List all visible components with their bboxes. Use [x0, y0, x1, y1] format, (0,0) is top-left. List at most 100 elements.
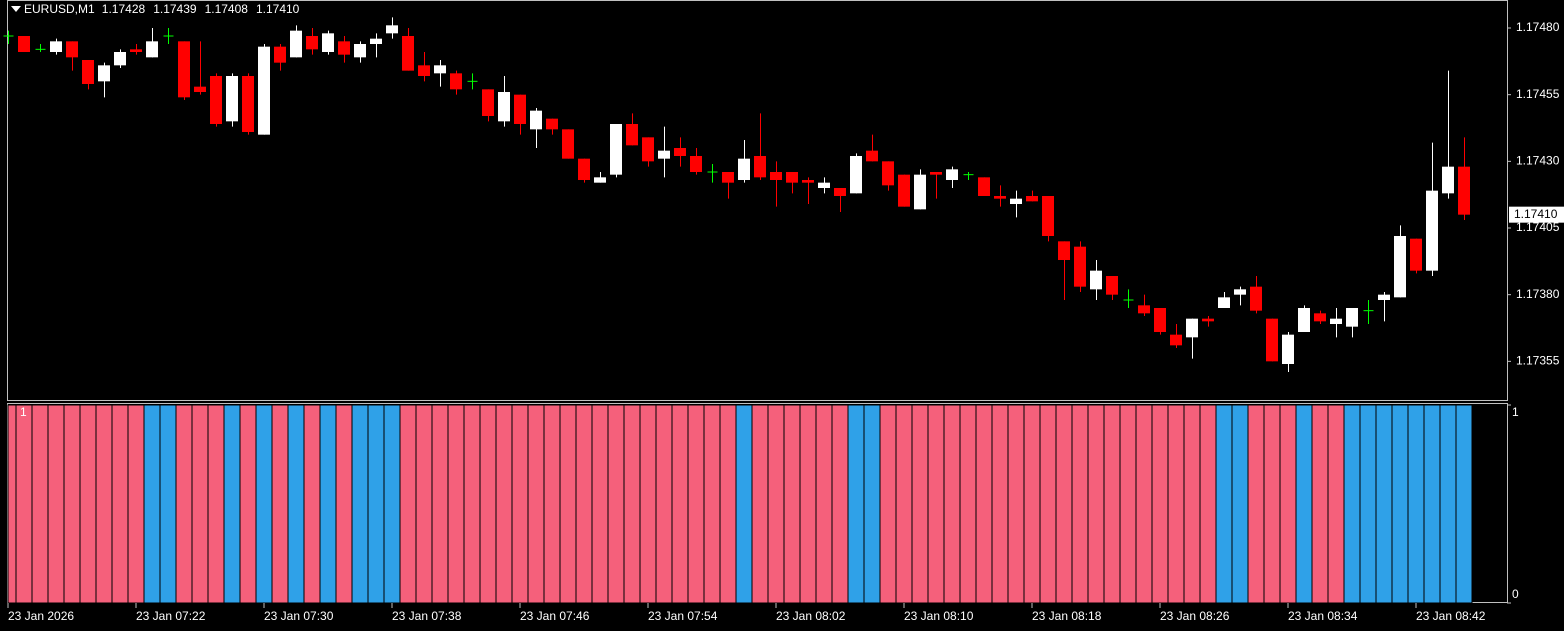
- indicator-bar: [1423, 404, 1441, 604]
- candle-body: [146, 41, 158, 58]
- candle-body: [1154, 308, 1166, 332]
- indicator-bar: [975, 404, 993, 604]
- candle-body: [1010, 198, 1022, 204]
- indicator-bar: [1087, 404, 1105, 604]
- indicator-bar: [95, 404, 113, 604]
- candle-body: [786, 172, 798, 183]
- indicator-bar: [559, 404, 577, 604]
- indicator-bar: [383, 404, 401, 604]
- candle-body: [802, 180, 814, 183]
- indicator-bar: [1231, 404, 1249, 604]
- candle-body: [226, 76, 238, 122]
- candles: [3, 17, 1470, 372]
- candle-body: [818, 182, 830, 188]
- candle-body: [258, 46, 270, 135]
- candle-body: [418, 65, 430, 76]
- candle-body: [1138, 305, 1150, 314]
- indicator-bar: [863, 404, 881, 604]
- candle-body: [354, 44, 366, 58]
- indicator-bar: [79, 404, 97, 604]
- candle-body: [994, 196, 1006, 199]
- indicator-bar: [799, 404, 817, 604]
- indicator-bar: [783, 404, 801, 604]
- candle-body: [690, 156, 702, 172]
- candle-body: [978, 177, 990, 196]
- indicator-bar: [351, 404, 369, 604]
- candle-body: [530, 110, 542, 130]
- indicator-bar: [927, 404, 945, 604]
- candle-body: [578, 158, 590, 180]
- candle-body: [1410, 238, 1422, 271]
- indicator-bar: [1183, 404, 1201, 604]
- candle-body: [546, 118, 558, 130]
- indicator-bar: [1391, 404, 1409, 604]
- indicator-bar: [1199, 404, 1217, 604]
- x-tick-label: 23 Jan 07:54: [648, 609, 718, 623]
- candle-body: [898, 174, 910, 207]
- candle-body: [98, 65, 110, 82]
- candle-body: [914, 174, 926, 210]
- y-tick-label: 1.17405: [1516, 220, 1560, 234]
- indicator-bar: [143, 404, 161, 604]
- indicator-bar: [319, 404, 337, 604]
- indicator-bar: [271, 404, 289, 604]
- indicator-bar: [1279, 404, 1297, 604]
- header-value: 1.17439: [153, 2, 197, 16]
- header-value: 1.17408: [205, 2, 249, 16]
- candle-body: [322, 33, 334, 52]
- indicator-bar: [511, 404, 529, 604]
- y-tick-label: 1.17455: [1516, 87, 1560, 101]
- x-tick-label: 23 Jan 08:34: [1288, 609, 1358, 623]
- candle-body: [1202, 318, 1214, 322]
- indicator-bar: [1167, 404, 1185, 604]
- candle-body: [1458, 166, 1470, 215]
- indicator-bar: [895, 404, 913, 604]
- price-frame: [7, 0, 1508, 401]
- y-tick-label: 0: [1512, 587, 1519, 601]
- candle-body: [1090, 270, 1102, 290]
- menu-triangle[interactable]: [11, 6, 21, 12]
- candle-body: [1298, 308, 1310, 332]
- indicator-bar: [111, 404, 129, 604]
- indicator-bar: [1439, 404, 1457, 604]
- candle-body: [434, 65, 446, 74]
- candle-body: [1234, 289, 1246, 295]
- indicator-bar: [223, 404, 241, 604]
- indicator-bar: [687, 404, 705, 604]
- candle-body: [386, 25, 398, 34]
- indicator-bar: [1247, 404, 1265, 604]
- indicator-bar: [287, 404, 305, 604]
- indicator-bar: [159, 404, 177, 604]
- y-tick-label: 1.17355: [1516, 354, 1560, 368]
- x-tick-label: 23 Jan 07:38: [392, 609, 462, 623]
- candle-body: [482, 89, 494, 116]
- candle-body: [1186, 318, 1198, 338]
- header-value: 1.17428: [102, 2, 146, 16]
- indicator-bar: [655, 404, 673, 604]
- candle-body: [18, 36, 30, 52]
- indicator-bar: [623, 404, 641, 604]
- candle-body: [290, 30, 302, 58]
- axes: 1.17480 1.17455 1.17430 1.17405 1.17380 1.173…: [7, 20, 1564, 623]
- candle-body: [722, 172, 734, 183]
- candle-body: [82, 60, 94, 84]
- indicator-bar: [1007, 404, 1025, 604]
- y-tick-label: 1.17430: [1516, 154, 1560, 168]
- indicator-bar: [607, 404, 625, 604]
- current-price-label: 1.17410: [1514, 207, 1558, 221]
- candle-body: [930, 172, 942, 175]
- indicator-bar: [63, 404, 81, 604]
- indicator-bar: [671, 404, 689, 604]
- candle-body: [1394, 236, 1406, 298]
- candle-body: [850, 156, 862, 194]
- indicator-bar: [1151, 404, 1169, 604]
- x-tick-label: 23 Jan 08:18: [1032, 609, 1102, 623]
- indicator-bar: [1327, 404, 1345, 604]
- candle-body: [642, 137, 654, 162]
- candle-body: [1282, 334, 1294, 364]
- candle-body: [866, 150, 878, 162]
- candle-body: [834, 188, 846, 196]
- candle-body: [1218, 297, 1230, 308]
